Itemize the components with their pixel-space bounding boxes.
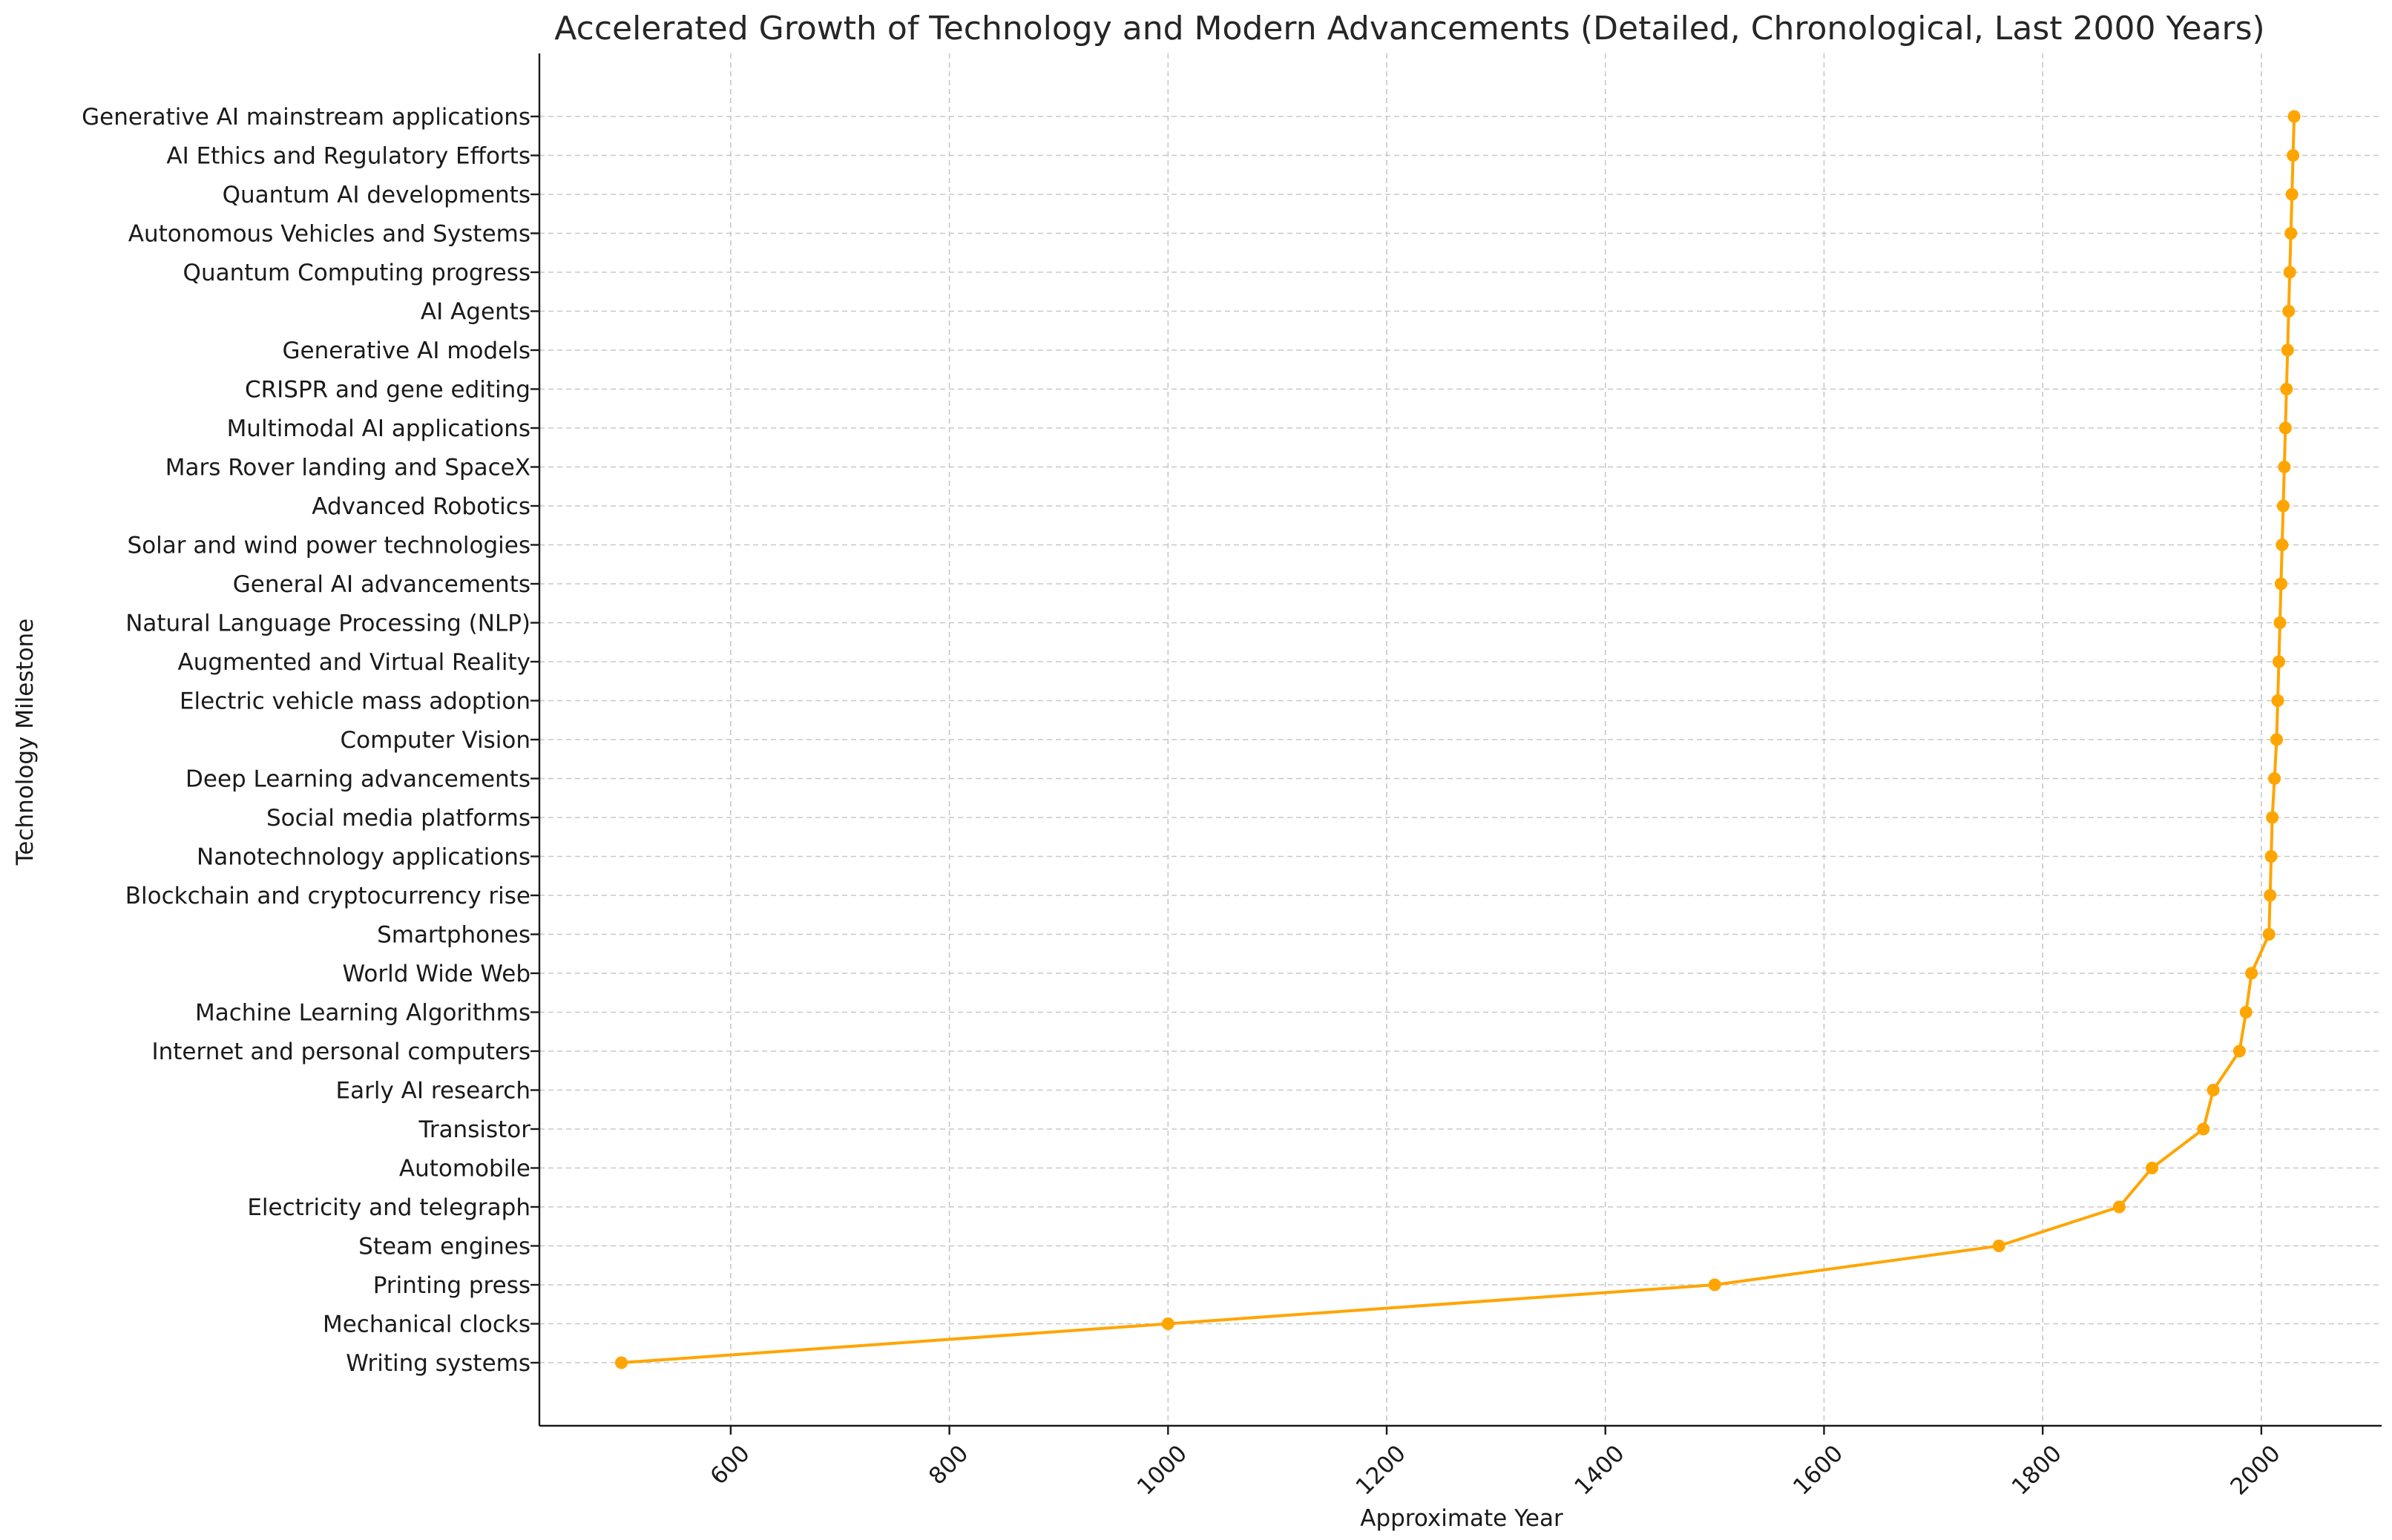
x-tick-label: 1800 — [2007, 1440, 2067, 1500]
data-point — [2273, 616, 2287, 629]
y-tick-label: AI Ethics and Regulatory Efforts — [166, 143, 530, 170]
y-tick-label: AI Agents — [421, 299, 530, 326]
y-tick-label: Autonomous Vehicles and Systems — [128, 221, 530, 248]
data-point — [2287, 110, 2301, 123]
data-point — [2284, 227, 2298, 240]
y-tick-label: Electricity and telegraph — [247, 1194, 530, 1221]
y-tick-label: Writing systems — [346, 1350, 530, 1377]
data-point — [2276, 499, 2290, 513]
y-tick-label: Nanotechnology applications — [197, 844, 530, 871]
data-point — [2207, 1084, 2220, 1096]
y-tick-label: Advanced Robotics — [312, 493, 530, 520]
y-tick-label: Internet and personal computers — [151, 1039, 530, 1065]
data-point — [2270, 733, 2284, 746]
data-point — [2271, 694, 2284, 707]
y-tick-label: Social media platforms — [266, 805, 530, 832]
data-point — [2281, 343, 2294, 357]
y-tick-label: Smartphones — [377, 922, 530, 949]
data-point — [2283, 266, 2296, 279]
y-axis-label: Technology Milestone — [12, 619, 39, 866]
y-tick-label: General AI advancements — [233, 571, 530, 598]
data-point — [2287, 149, 2300, 162]
y-tick-label: Printing press — [373, 1272, 530, 1299]
y-tick-label: Mars Rover landing and SpaceX — [165, 455, 530, 481]
x-tick-label: 1000 — [1132, 1440, 1192, 1500]
data-point — [1708, 1278, 1721, 1291]
data-point — [2280, 383, 2293, 395]
data-point — [2264, 850, 2278, 863]
data-point — [1992, 1240, 2005, 1252]
data-point — [2262, 928, 2276, 941]
y-tick-label: Generative AI mainstream applications — [82, 104, 530, 131]
y-tick-label: Blockchain and cryptocurrency rise — [125, 883, 530, 909]
y-tick-label: Quantum Computing progress — [183, 260, 530, 286]
data-point — [2239, 1006, 2253, 1019]
data-point — [2112, 1200, 2126, 1214]
x-tick-label: 1400 — [1569, 1440, 1629, 1500]
data-point — [2278, 421, 2292, 435]
grid — [539, 53, 2382, 1426]
y-tick-label: Multimodal AI applications — [227, 415, 530, 442]
ticks: 600 800 1000 1200 1400 1600 1800 2000 Writing sy… — [82, 104, 2286, 1501]
data-point — [2266, 811, 2279, 824]
x-tick-label: 1200 — [1351, 1440, 1411, 1500]
data-point — [2272, 655, 2285, 668]
data-point — [2282, 305, 2296, 317]
y-tick-label: Automobile — [399, 1156, 530, 1182]
x-axis-label: Approximate Year — [1360, 1505, 1563, 1532]
data-point — [2285, 188, 2299, 201]
y-tick-label: Quantum AI developments — [223, 182, 530, 208]
data-point — [2232, 1044, 2246, 1058]
x-tick-label: 2000 — [2225, 1440, 2285, 1500]
data-point — [2278, 461, 2291, 473]
x-tick-label: 600 — [705, 1440, 755, 1490]
chart-title: Accelerated Growth of Technology and Mod… — [554, 10, 2264, 47]
y-tick-label: Generative AI models — [283, 338, 530, 364]
y-tick-label: Augmented and Virtual Reality — [178, 649, 530, 676]
y-tick-label: Transistor — [418, 1116, 530, 1143]
y-tick-label: Steam engines — [358, 1234, 530, 1260]
y-tick-label: Solar and wind power technologies — [128, 533, 530, 559]
data-point — [2274, 577, 2287, 590]
y-tick-label: Deep Learning advancements — [185, 766, 530, 793]
y-tick-label: Machine Learning Algorithms — [195, 1000, 530, 1027]
data-point — [2146, 1162, 2159, 1174]
data-point — [2276, 539, 2289, 551]
data-point — [615, 1356, 628, 1369]
x-tick-label: 800 — [924, 1440, 973, 1490]
y-tick-label: CRISPR and gene editing — [245, 377, 530, 404]
x-tick-label: 1600 — [1788, 1440, 1848, 1500]
y-tick-label: World Wide Web — [343, 961, 530, 987]
y-tick-label: Electric vehicle mass adoption — [180, 688, 530, 715]
y-tick-label: Natural Language Processing (NLP) — [125, 611, 530, 637]
series-layer — [615, 110, 2301, 1369]
y-tick-label: Early AI research — [336, 1078, 530, 1105]
y-tick-label: Computer Vision — [341, 727, 530, 754]
data-point — [2268, 772, 2281, 785]
data-point — [1161, 1317, 1174, 1330]
y-tick-label: Mechanical clocks — [323, 1312, 530, 1338]
data-point — [2264, 889, 2277, 902]
data-point — [2245, 967, 2258, 980]
data-point — [2197, 1122, 2210, 1136]
